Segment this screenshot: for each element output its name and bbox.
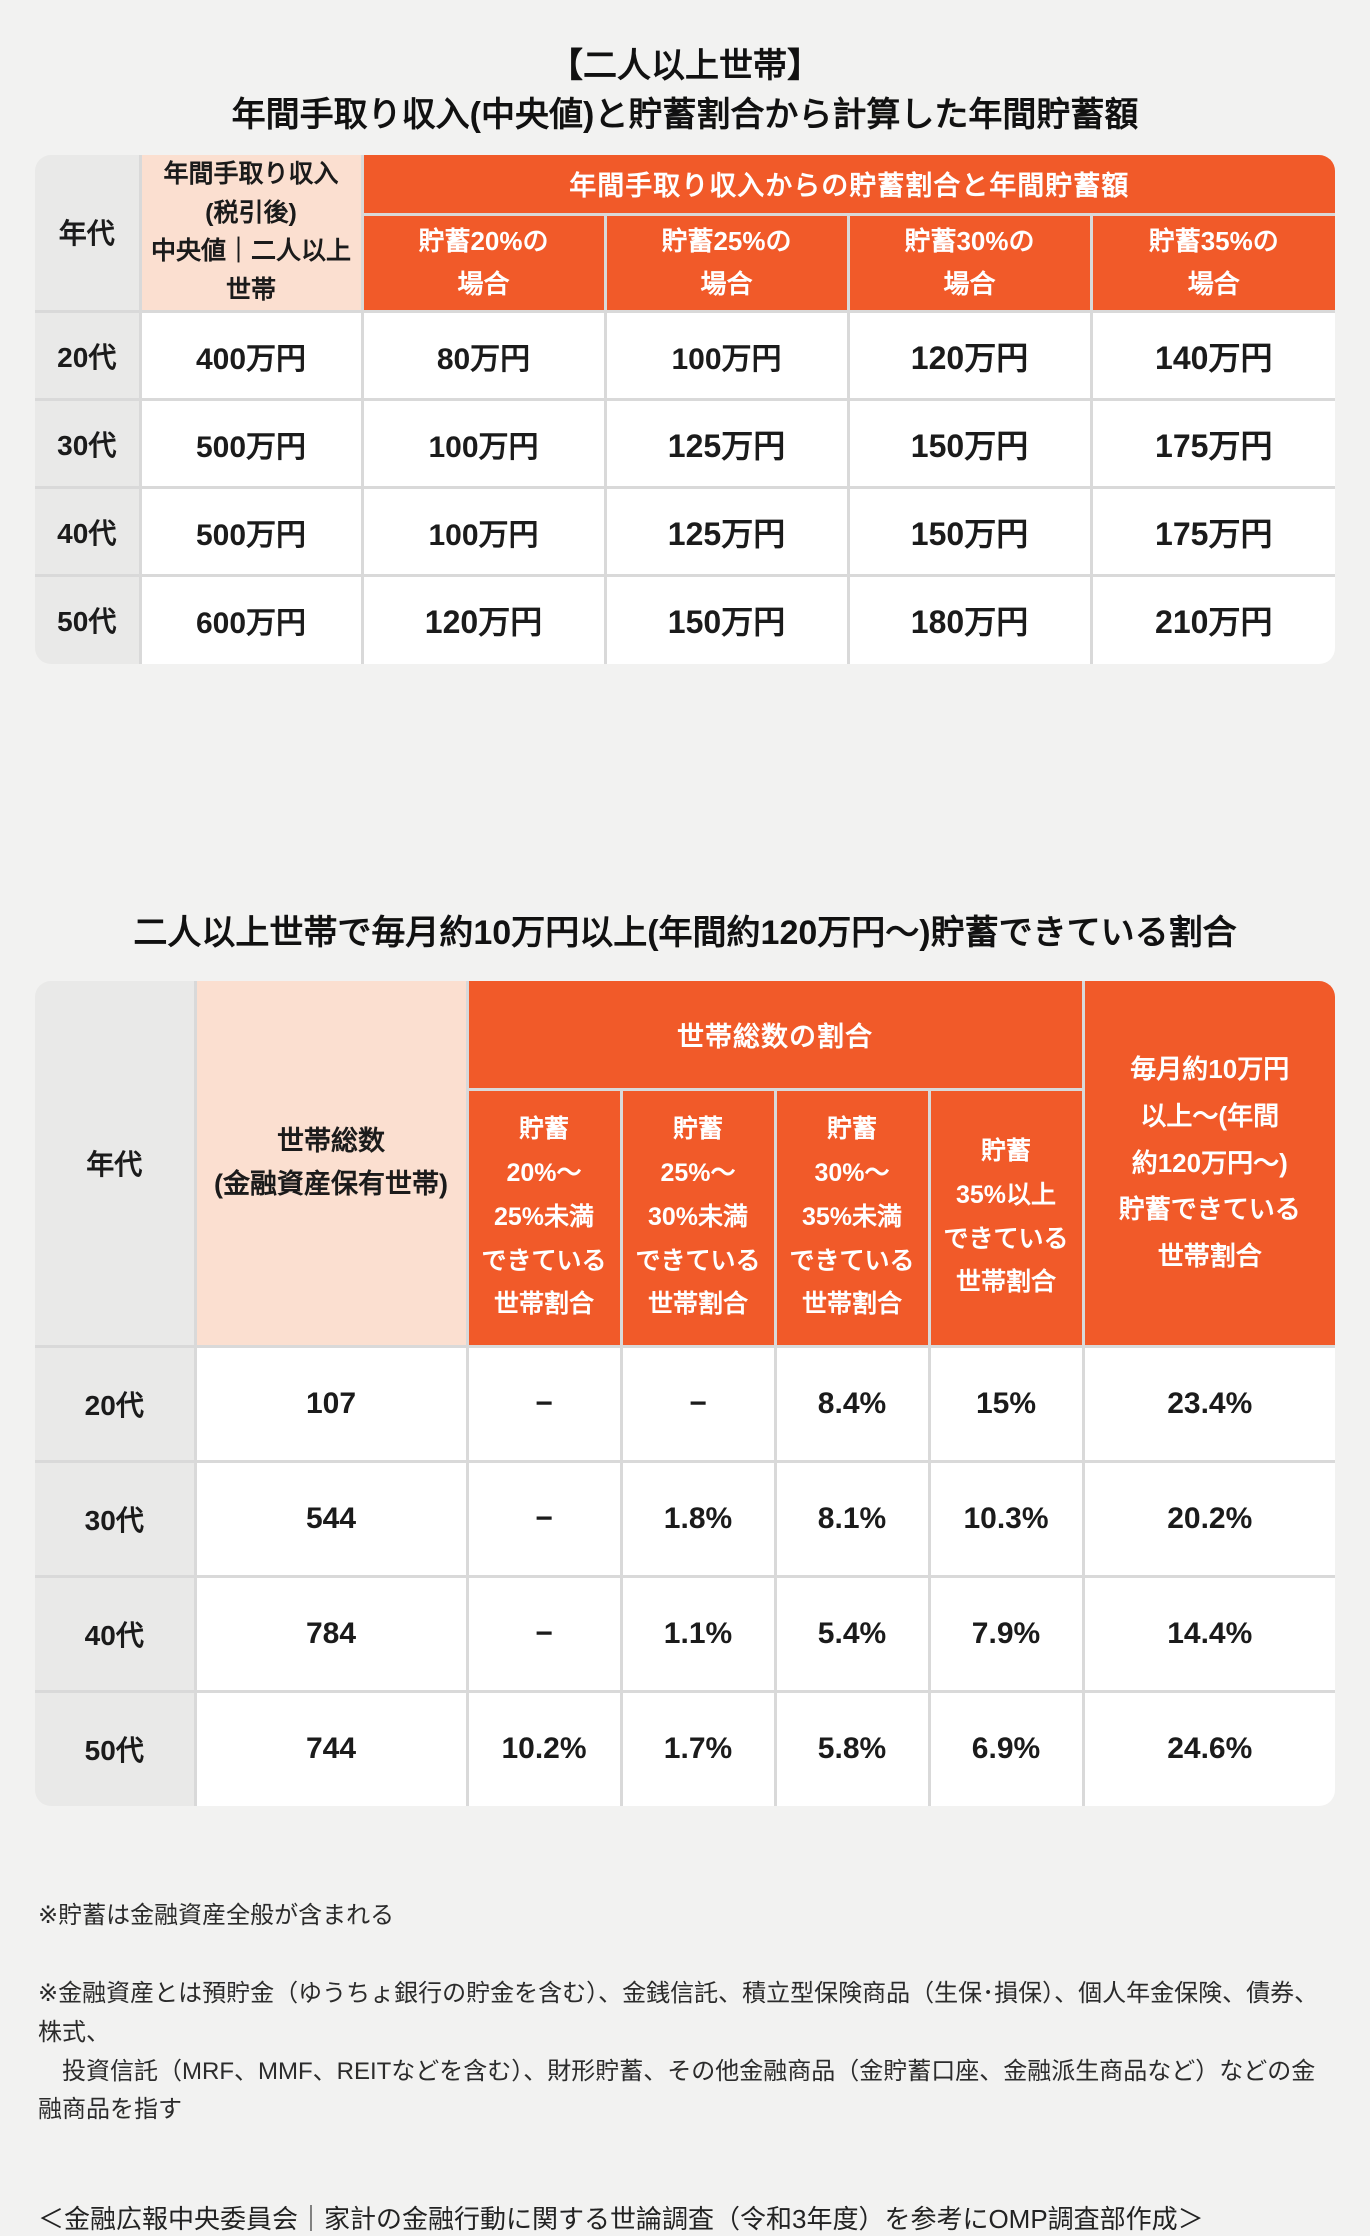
table1-value-cell: 180万円: [846, 574, 1093, 664]
annual-savings-table-grid: 年代 年間手取り収入 (税引後) 中央値｜二人以上世帯 年間手取り収入からの貯蓄…: [35, 154, 1335, 664]
table1-value-cell: 175万円: [1089, 398, 1335, 490]
table1-income-cell: 400万円: [138, 310, 364, 402]
table2-value-cell: −: [465, 1344, 623, 1463]
table2-age-cell: 30代: [35, 1459, 197, 1578]
table-row: 50代 600万円 120万円 150万円 180万円 210万円: [35, 574, 1335, 664]
table1-header-age: 年代: [35, 154, 142, 314]
table2-total-cell: 744: [193, 1689, 469, 1807]
table1-value-cell: 125万円: [603, 486, 850, 578]
table2-total-cell: 107: [193, 1344, 469, 1463]
table1-value-cell: 140万円: [1089, 310, 1335, 402]
table1-header-row-2: 貯蓄20%の 場合 貯蓄25%の 場合 貯蓄30%の 場合 貯蓄35%の 場合: [35, 213, 1335, 314]
table1-income-cell: 500万円: [138, 486, 364, 578]
table1-age-cell: 30代: [35, 398, 142, 490]
table1-header-income: 年間手取り収入 (税引後) 中央値｜二人以上世帯: [138, 154, 364, 314]
table2-span-header: 世帯総数の割合: [465, 981, 1085, 1091]
table2-header-save20-25: 貯蓄 20%〜 25%未満 できている 世帯割合: [465, 1087, 623, 1348]
table1-header-save30: 貯蓄30%の 場合: [846, 213, 1093, 314]
table2-value-cell: 5.4%: [773, 1574, 931, 1693]
second-table-title: 二人以上世帯で毎月約10万円以上(年間約120万円〜)貯蓄できている割合: [133, 913, 1237, 952]
table1-income-cell: 500万円: [138, 398, 364, 490]
table2-value-cell: 1.8%: [619, 1459, 777, 1578]
table1-value-cell: 150万円: [603, 574, 850, 664]
table2-monthly-cell: 20.2%: [1081, 1459, 1335, 1578]
table1-header-save35: 貯蓄35%の 場合: [1089, 213, 1335, 314]
source-attribution: ＜金融広報中央委員会｜家計の金融行動に関する世論調査（令和3年度）を参考にOMP…: [38, 2204, 1204, 2235]
table2-value-cell: 1.7%: [619, 1689, 777, 1807]
page-title: 【二人以上世帯】 年間手取り収入(中央値)と貯蓄割合から計算した年間貯蓄額: [231, 47, 1139, 135]
table2-header-row-1: 年代 世帯総数 (金融資産保有世帯) 世帯総数の割合 毎月約10万円 以上〜(年…: [35, 981, 1335, 1348]
table1-age-cell: 50代: [35, 574, 142, 664]
footnote-1: ※貯蓄は金融資産全般が含まれる: [38, 1902, 395, 1930]
table-row: 50代 744 10.2% 1.7% 5.8% 6.9% 24.6%: [35, 1689, 1335, 1807]
savings-ratio-table-grid: 年代 世帯総数 (金融資産保有世帯) 世帯総数の割合 毎月約10万円 以上〜(年…: [35, 981, 1335, 1807]
table2-monthly-cell: 23.4%: [1081, 1344, 1335, 1463]
table1-value-cell: 150万円: [846, 486, 1093, 578]
table1-header-save20: 貯蓄20%の 場合: [360, 213, 607, 314]
table2-age-cell: 20代: [35, 1344, 197, 1463]
table1-header-row-1: 年代 年間手取り収入 (税引後) 中央値｜二人以上世帯 年間手取り収入からの貯蓄…: [35, 154, 1335, 314]
table2-value-cell: −: [619, 1344, 777, 1463]
table2-header-total: 世帯総数 (金融資産保有世帯): [193, 981, 469, 1348]
table2-header-save25-30: 貯蓄 25%〜 30%未満 できている 世帯割合: [619, 1087, 777, 1348]
table2-age-cell: 50代: [35, 1689, 197, 1807]
table2-value-cell: 1.1%: [619, 1574, 777, 1693]
table2-monthly-cell: 14.4%: [1081, 1574, 1335, 1693]
footnotes: ※貯蓄は金融資産全般が含まれる ※金融資産とは預貯金（ゆうちょ銀行の貯金を含む）…: [38, 1858, 1335, 2169]
footnote-2: ※金融資産とは預貯金（ゆうちょ銀行の貯金を含む）、金銭信託、積立型保険商品（生保…: [38, 1979, 1319, 2124]
table-row: 30代 544 − 1.8% 8.1% 10.3% 20.2%: [35, 1459, 1335, 1578]
table2-value-cell: −: [465, 1574, 623, 1693]
table1-value-cell: 210万円: [1089, 574, 1335, 664]
table2-value-cell: 10.3%: [927, 1459, 1085, 1578]
table1-age-cell: 20代: [35, 310, 142, 402]
table1-value-cell: 120万円: [360, 574, 607, 664]
table1-income-cell: 600万円: [138, 574, 364, 664]
table1-value-cell: 100万円: [360, 398, 607, 490]
table-row: 20代 400万円 80万円 100万円 120万円 140万円: [35, 310, 1335, 402]
annual-savings-table: 年代 年間手取り収入 (税引後) 中央値｜二人以上世帯 年間手取り収入からの貯蓄…: [35, 154, 1335, 664]
table-row: 20代 107 − − 8.4% 15% 23.4%: [35, 1344, 1335, 1463]
table1-span-header: 年間手取り収入からの貯蓄割合と年間貯蓄額: [360, 154, 1335, 217]
table2-header-monthly: 毎月約10万円 以上〜(年間 約120万円〜) 貯蓄できている 世帯割合: [1081, 981, 1335, 1348]
table2-age-cell: 40代: [35, 1574, 197, 1693]
table2-value-cell: 8.4%: [773, 1344, 931, 1463]
table1-value-cell: 100万円: [603, 310, 850, 402]
table2-monthly-cell: 24.6%: [1081, 1689, 1335, 1807]
table2-value-cell: 15%: [927, 1344, 1085, 1463]
table1-value-cell: 80万円: [360, 310, 607, 402]
table2-total-cell: 784: [193, 1574, 469, 1693]
table1-value-cell: 100万円: [360, 486, 607, 578]
table1-value-cell: 175万円: [1089, 486, 1335, 578]
table2-header-save35plus: 貯蓄 35%以上 できている 世帯割合: [927, 1087, 1085, 1348]
table1-value-cell: 120万円: [846, 310, 1093, 402]
table2-header-row-2: 貯蓄 20%〜 25%未満 できている 世帯割合 貯蓄 25%〜 30%未満 で…: [35, 1087, 1335, 1348]
table1-header-save25: 貯蓄25%の 場合: [603, 213, 850, 314]
table2-value-cell: 10.2%: [465, 1689, 623, 1807]
table2-value-cell: 5.8%: [773, 1689, 931, 1807]
table2-header-age: 年代: [35, 981, 197, 1348]
table1-value-cell: 125万円: [603, 398, 850, 490]
savings-ratio-table: 年代 世帯総数 (金融資産保有世帯) 世帯総数の割合 毎月約10万円 以上〜(年…: [35, 981, 1335, 1807]
table2-value-cell: −: [465, 1459, 623, 1578]
table-row: 40代 500万円 100万円 125万円 150万円 175万円: [35, 486, 1335, 578]
table2-value-cell: 6.9%: [927, 1689, 1085, 1807]
table1-value-cell: 150万円: [846, 398, 1093, 490]
table-row: 30代 500万円 100万円 125万円 150万円 175万円: [35, 398, 1335, 490]
table-row: 40代 784 − 1.1% 5.4% 7.9% 14.4%: [35, 1574, 1335, 1693]
table2-value-cell: 8.1%: [773, 1459, 931, 1578]
table1-age-cell: 40代: [35, 486, 142, 578]
table2-value-cell: 7.9%: [927, 1574, 1085, 1693]
table2-total-cell: 544: [193, 1459, 469, 1578]
table2-header-save30-35: 貯蓄 30%〜 35%未満 できている 世帯割合: [773, 1087, 931, 1348]
